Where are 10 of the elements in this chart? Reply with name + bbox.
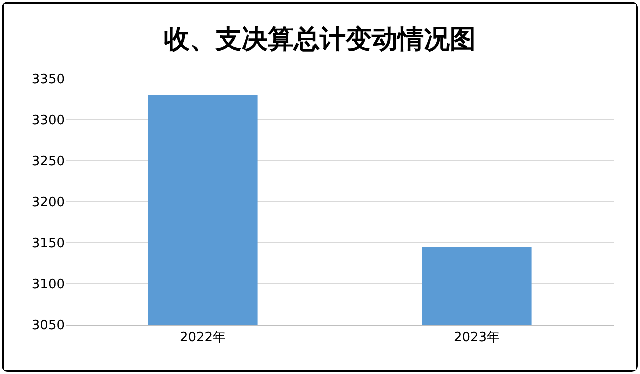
y-tick-label: 3050 (32, 318, 65, 334)
x-tick-label: 2023年 (454, 330, 500, 346)
y-tick-label: 3150 (32, 236, 65, 252)
x-tick-label: 2022年 (180, 330, 226, 346)
y-tick-label: 3300 (32, 114, 65, 129)
y-tick-label: 3100 (32, 278, 65, 293)
chart-title: 收、支决算总计变动情况图 (164, 24, 476, 55)
y-tick-label: 3200 (32, 196, 65, 211)
y-tick-label: 3250 (32, 154, 65, 170)
y-tick-label: 3350 (32, 72, 65, 88)
